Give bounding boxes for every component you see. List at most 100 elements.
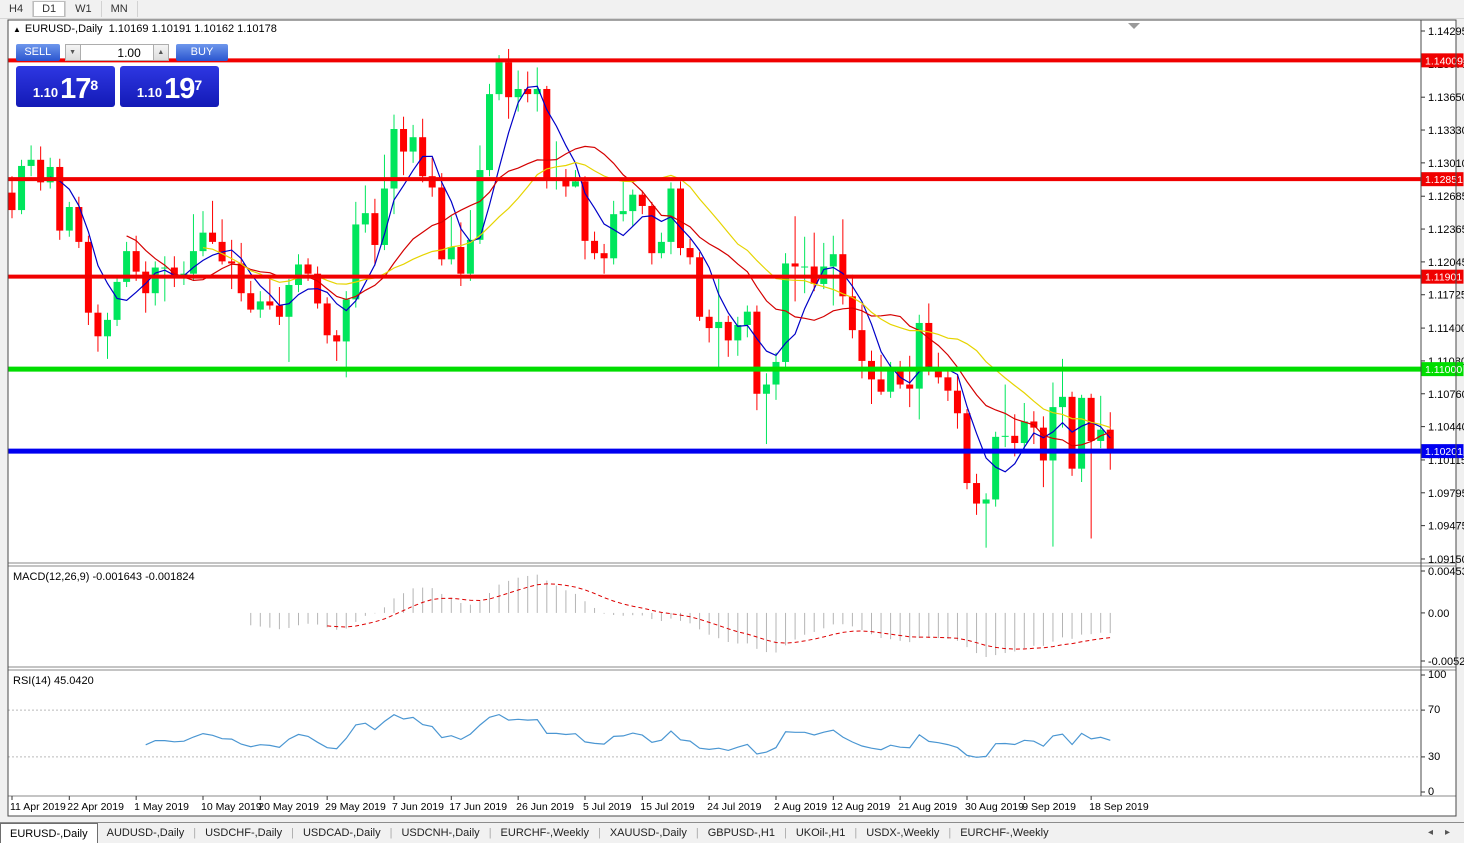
sell-price-prefix: 1.10 bbox=[32, 85, 59, 100]
svg-text:29 May 2019: 29 May 2019 bbox=[325, 801, 386, 813]
tab-ukoil-h1[interactable]: UKOil-,H1 bbox=[795, 827, 846, 839]
tab-scroll-arrows: ◂ ▸ bbox=[1428, 823, 1464, 843]
volume-increase-icon[interactable]: ▲ bbox=[153, 44, 169, 61]
tab-separator: | bbox=[695, 827, 699, 839]
svg-text:0: 0 bbox=[1428, 786, 1434, 798]
rsi-panel: RSI(14) 45.0420 100 70 30 0 bbox=[8, 669, 1446, 798]
sell-button[interactable]: SELL bbox=[16, 44, 60, 61]
svg-text:18 Sep 2019: 18 Sep 2019 bbox=[1089, 801, 1149, 813]
date-axis: 11 Apr 2019 22 Apr 2019 1 May 2019 10 May 2… bbox=[10, 796, 1149, 813]
timeframe-d1-button[interactable]: D1 bbox=[33, 1, 67, 17]
svg-text:1.12365: 1.12365 bbox=[1428, 224, 1464, 236]
svg-text:70: 70 bbox=[1428, 704, 1440, 716]
tab-eurchf-weekly[interactable]: EURCHF-,Weekly bbox=[500, 827, 589, 839]
tab-separator: | bbox=[291, 827, 294, 839]
buy-price-sup: 7 bbox=[194, 77, 203, 93]
svg-text:1.12851: 1.12851 bbox=[1425, 174, 1463, 186]
buy-price-prefix: 1.10 bbox=[136, 85, 163, 100]
chart-background bbox=[8, 20, 1456, 816]
svg-text:1.11000: 1.11000 bbox=[1425, 364, 1462, 376]
svg-text:0.00: 0.00 bbox=[1428, 608, 1449, 620]
tab-gbpusd-h1[interactable]: GBPUSD-,H1 bbox=[707, 827, 775, 839]
candles-layer bbox=[8, 48, 1114, 548]
buy-price-box[interactable]: 1.10 19 7 bbox=[120, 66, 219, 107]
chart-ohlc-values: 1.10169 1.10191 1.10162 1.10178 bbox=[108, 23, 277, 35]
timeframe-w1-button[interactable]: W1 bbox=[66, 1, 102, 17]
svg-text:20 May 2019: 20 May 2019 bbox=[258, 801, 319, 813]
tab-separator: | bbox=[193, 827, 197, 839]
chart-frame bbox=[7, 19, 1457, 817]
svg-text:1.11725: 1.11725 bbox=[1428, 290, 1464, 302]
tab-xauusd-daily[interactable]: XAUUSD-,Daily bbox=[609, 827, 687, 839]
tab-usdchf-daily[interactable]: USDCHF-,Daily bbox=[205, 827, 283, 839]
svg-text:1.10201: 1.10201 bbox=[1425, 446, 1463, 458]
collapse-triangle-icon[interactable]: ▲ bbox=[13, 25, 21, 34]
svg-text:30 Aug 2019: 30 Aug 2019 bbox=[965, 801, 1024, 813]
svg-text:1.10440: 1.10440 bbox=[1428, 422, 1464, 434]
tab-separator: | bbox=[948, 827, 952, 839]
sell-price-box[interactable]: 1.10 17 8 bbox=[16, 66, 115, 107]
tab-separator: | bbox=[488, 827, 492, 839]
timeframe-mn-button[interactable]: MN bbox=[102, 1, 138, 17]
sell-price-sup: 8 bbox=[90, 77, 99, 93]
timeframe-h4-button[interactable]: H4 bbox=[0, 1, 34, 17]
tab-separator: | bbox=[783, 827, 787, 839]
svg-text:22 Apr 2019: 22 Apr 2019 bbox=[67, 801, 124, 813]
svg-text:1.14009: 1.14009 bbox=[1425, 55, 1463, 67]
buy-button[interactable]: BUY bbox=[175, 44, 229, 61]
tab-eurchf-weekly[interactable]: EURCHF-,Weekly bbox=[960, 827, 1049, 839]
tab-separator: | bbox=[389, 827, 393, 839]
sell-price-big: 17 bbox=[60, 73, 91, 105]
tab-usdx-weekly[interactable]: USDX-,Weekly bbox=[866, 827, 940, 839]
svg-text:1.09475: 1.09475 bbox=[1428, 521, 1464, 533]
tab-scroll-right-icon[interactable]: ▸ bbox=[1444, 827, 1450, 838]
tab-separator: | bbox=[854, 827, 858, 839]
svg-text:2 Aug 2019: 2 Aug 2019 bbox=[774, 801, 827, 813]
svg-text:11 Apr 2019: 11 Apr 2019 bbox=[10, 801, 66, 813]
svg-text:1.09795: 1.09795 bbox=[1428, 488, 1464, 500]
svg-text:-0.005205: -0.005205 bbox=[1428, 656, 1464, 668]
volume-decrease-icon[interactable]: ▼ bbox=[64, 44, 80, 61]
timeframe-toolbar: H4 D1 W1 MN bbox=[0, 0, 1464, 19]
svg-text:1.11400: 1.11400 bbox=[1428, 323, 1464, 335]
svg-text:1.13330: 1.13330 bbox=[1428, 125, 1464, 137]
chart-shift-icon[interactable] bbox=[1128, 23, 1140, 29]
svg-text:10 May 2019: 10 May 2019 bbox=[201, 801, 262, 813]
rsi-label: RSI(14) 45.0420 bbox=[13, 675, 94, 687]
svg-text:15 Jul 2019: 15 Jul 2019 bbox=[640, 801, 694, 813]
svg-text:1.10760: 1.10760 bbox=[1428, 389, 1464, 401]
svg-text:21 Aug 2019: 21 Aug 2019 bbox=[898, 801, 957, 813]
svg-text:1.09150: 1.09150 bbox=[1428, 554, 1464, 566]
tab-usdcad-daily[interactable]: USDCAD-,Daily bbox=[302, 827, 381, 839]
svg-text:1.11901: 1.11901 bbox=[1425, 272, 1462, 284]
svg-text:7 Jun 2019: 7 Jun 2019 bbox=[392, 801, 444, 813]
macd-label: MACD(12,26,9) -0.001643 -0.001824 bbox=[13, 571, 195, 583]
horizontal-levels-layer[interactable] bbox=[8, 58, 1421, 454]
price-chart-canvas[interactable]: 1.142951.139751.136501.133301.130101.126… bbox=[0, 18, 1464, 822]
svg-text:100: 100 bbox=[1428, 669, 1446, 681]
svg-text:1.12045: 1.12045 bbox=[1428, 257, 1464, 269]
svg-text:24 Jul 2019: 24 Jul 2019 bbox=[707, 801, 761, 813]
buy-price-big: 19 bbox=[164, 73, 195, 105]
svg-text:30: 30 bbox=[1428, 751, 1440, 763]
svg-text:17 Jun 2019: 17 Jun 2019 bbox=[449, 801, 507, 813]
price-axis: 1.142951.139751.136501.133301.130101.126… bbox=[1421, 26, 1464, 566]
volume-input[interactable] bbox=[79, 44, 154, 61]
svg-text:1 May 2019: 1 May 2019 bbox=[134, 801, 189, 813]
tab-audusd-daily[interactable]: AUDUSD-,Daily bbox=[106, 827, 185, 839]
svg-text:1.13650: 1.13650 bbox=[1428, 92, 1464, 104]
svg-text:5 Jul 2019: 5 Jul 2019 bbox=[583, 801, 632, 813]
svg-text:12 Aug 2019: 12 Aug 2019 bbox=[831, 801, 890, 813]
svg-text:1.13010: 1.13010 bbox=[1428, 158, 1464, 170]
tab-eurusd-daily[interactable]: EURUSD-,Daily bbox=[0, 823, 98, 843]
tab-scroll-left-icon[interactable]: ◂ bbox=[1427, 827, 1433, 838]
chart-tabbar: EURUSD-,Daily AUDUSD-,Daily | USDCHF-,Daily… bbox=[0, 822, 1464, 843]
svg-text:1.14295: 1.14295 bbox=[1428, 26, 1464, 38]
svg-text:9 Sep 2019: 9 Sep 2019 bbox=[1022, 801, 1076, 813]
tab-usdcnh-daily[interactable]: USDCNH-,Daily bbox=[401, 827, 480, 839]
svg-text:0.004536: 0.004536 bbox=[1428, 566, 1464, 578]
chart-title: ▲ EURUSD-,Daily 1.10169 1.10191 1.10162 1… bbox=[13, 23, 277, 35]
svg-text:1.12685: 1.12685 bbox=[1428, 191, 1464, 203]
